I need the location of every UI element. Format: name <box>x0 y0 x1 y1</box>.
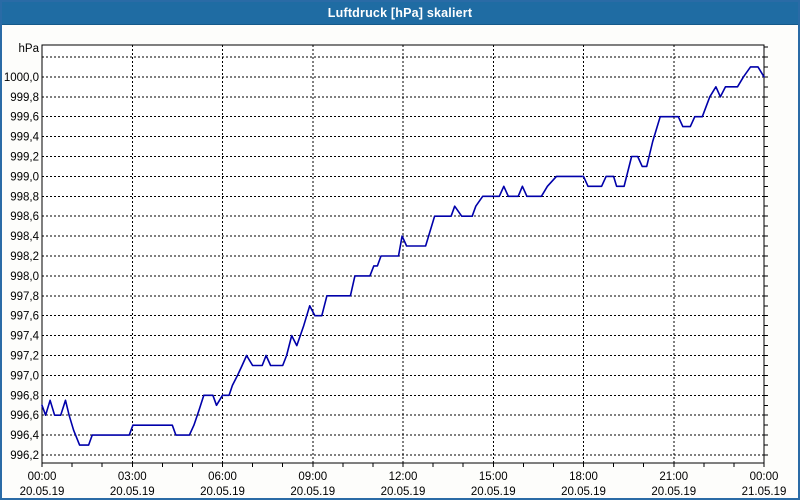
x-tick-time-label: 03:00 <box>118 471 147 483</box>
x-tick-time-label: 21:00 <box>659 471 688 483</box>
y-tick-label: 998,4 <box>10 231 39 243</box>
x-tick-date-label: 20.05.19 <box>561 486 606 498</box>
y-tick-label: 998,0 <box>10 271 39 283</box>
x-tick-date-label: 20.05.19 <box>110 486 155 498</box>
x-tick-date-label: 20.05.19 <box>200 486 245 498</box>
y-tick-label: 997,0 <box>10 370 39 382</box>
window-title: Luftdruck [hPa] skaliert <box>327 6 473 20</box>
pressure-series-line <box>41 66 765 446</box>
x-tick-date-label: 20.05.19 <box>651 486 696 498</box>
x-tick-date-label: 21.05.19 <box>742 486 787 498</box>
x-gridlines <box>131 45 675 463</box>
y-gridlines <box>42 56 764 456</box>
x-tick-time-label: 12:00 <box>389 471 418 483</box>
y-tick-label: 996,8 <box>10 390 39 402</box>
x-tick-date-label: 20.05.19 <box>381 486 426 498</box>
x-tick-time-label: 18:00 <box>569 471 598 483</box>
y-axis-unit-label: hPa <box>19 43 40 55</box>
x-tick-time-label: 15:00 <box>479 471 508 483</box>
x-tick-time-label: 09:00 <box>298 471 327 483</box>
y-tick-label: 999,8 <box>10 92 39 104</box>
x-minor-ticks <box>41 463 765 467</box>
y-tick-label: 996,6 <box>10 410 39 422</box>
window-titlebar[interactable]: Luftdruck [hPa] skaliert <box>2 2 798 25</box>
y-tick-label: 999,0 <box>10 171 39 183</box>
x-tick-labels: 00:00 20.05.19 03:00 20.05.19 06:00 20.05.19 0… <box>20 471 787 498</box>
y-tick-label: 997,2 <box>10 351 39 363</box>
x-tick-time-label: 06:00 <box>208 471 237 483</box>
x-tick-time-label: 00:00 <box>750 471 779 483</box>
y-tick-label: 998,2 <box>10 251 39 263</box>
y-tick-label: 999,6 <box>10 112 39 124</box>
y-tick-labels: 996,2 996,4 996,6 996,8 997,0 997,2 997,4 997,6… <box>4 43 40 462</box>
x-tick-date-label: 20.05.19 <box>20 486 65 498</box>
y-minor-ticks <box>764 46 768 456</box>
y-tick-label: 1000,0 <box>4 72 39 84</box>
x-tick-time-label: 00:00 <box>28 471 57 483</box>
y-tick-label: 999,4 <box>10 132 39 144</box>
y-tick-label: 997,8 <box>10 291 39 303</box>
x-tick-date-label: 20.05.19 <box>471 486 516 498</box>
y-tick-label: 998,6 <box>10 211 39 223</box>
y-tick-label: 997,6 <box>10 311 39 323</box>
plot-frame <box>41 44 765 464</box>
pressure-line-chart: 996,2 996,4 996,6 996,8 997,0 997,2 997,4 997,6… <box>4 43 787 498</box>
y-tick-label: 996,4 <box>10 430 39 442</box>
y-tick-label: 998,8 <box>10 191 39 203</box>
y-tick-label: 996,2 <box>10 450 39 462</box>
x-tick-date-label: 20.05.19 <box>290 486 335 498</box>
y-tick-label: 997,4 <box>10 331 39 343</box>
y-tick-label: 999,2 <box>10 152 39 164</box>
